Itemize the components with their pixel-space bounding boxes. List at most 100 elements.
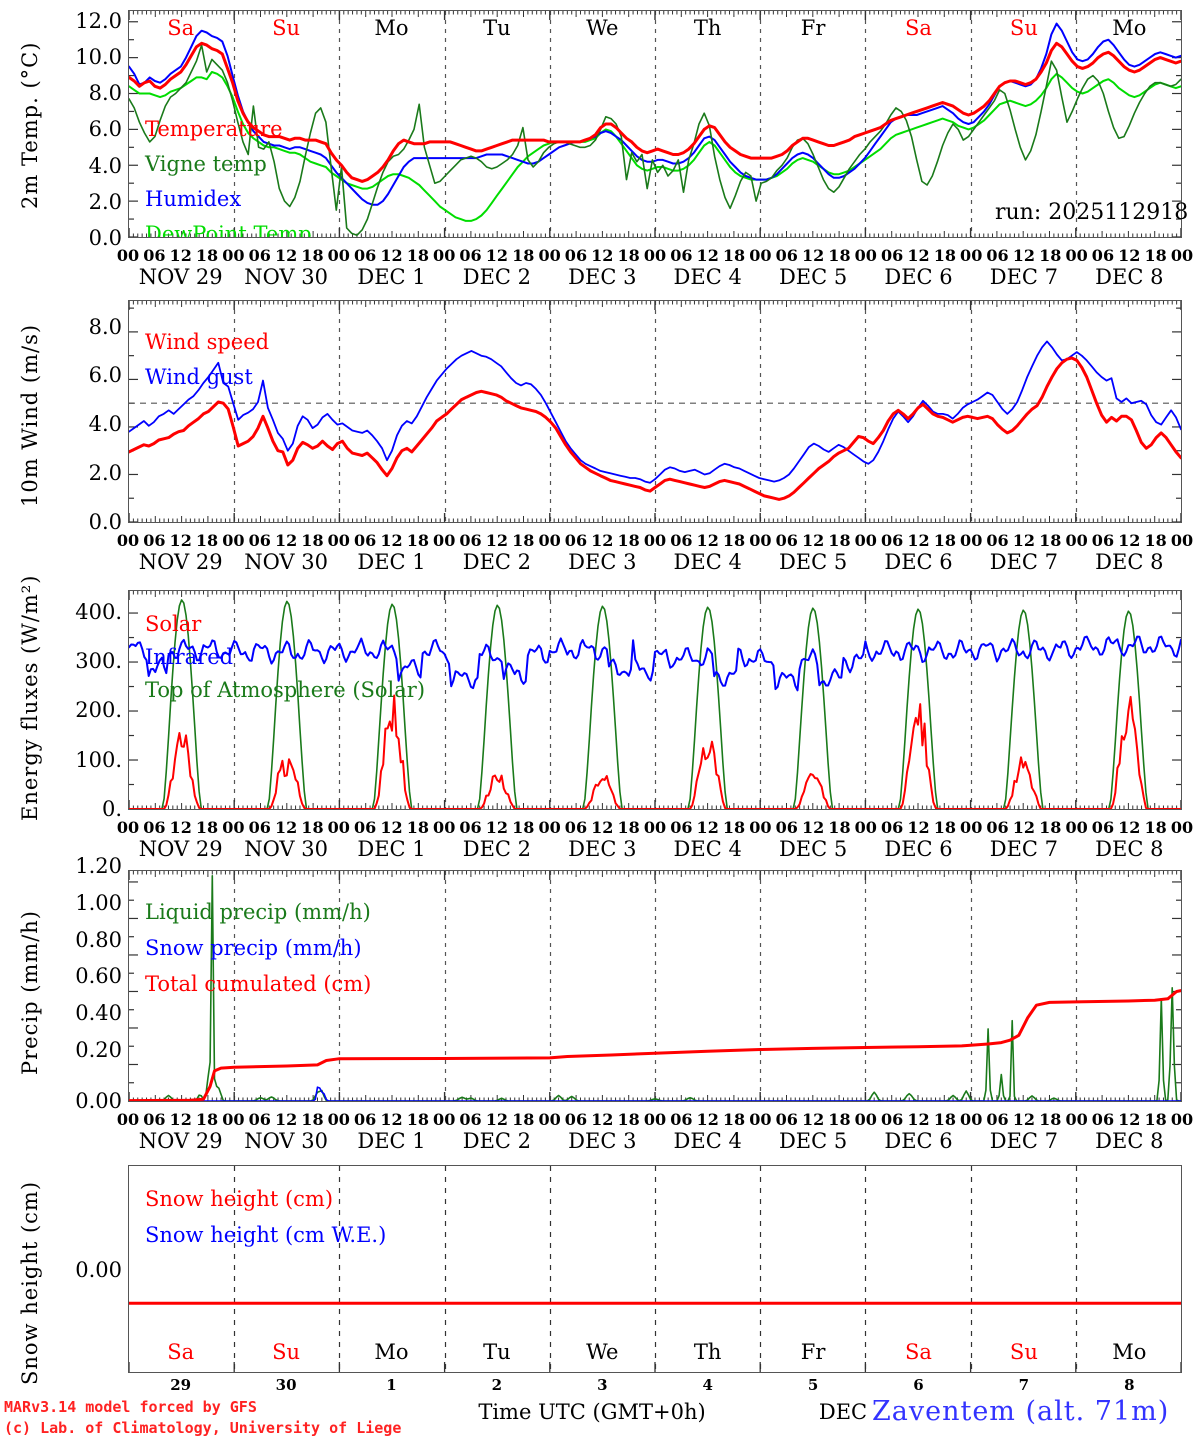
- day-of-week-label: Mo: [374, 1340, 409, 1364]
- wind-ytick: 4.0: [88, 412, 122, 437]
- day-label: DEC 1: [357, 1129, 426, 1153]
- legend-label: Temperature: [145, 117, 283, 141]
- day-label: DEC 4: [673, 1129, 742, 1153]
- hour-tick-label: 06: [248, 818, 271, 837]
- legend-label: Solar: [145, 612, 202, 636]
- hour-tick-label: 12: [801, 246, 825, 265]
- day-label: NOV 29: [138, 265, 223, 289]
- footer-copyright: (c) Lab. of Climatology, University of L…: [4, 1419, 402, 1437]
- hour-tick-label: 18: [828, 531, 851, 550]
- day-of-week-label: Mo: [1112, 16, 1147, 40]
- day-label: NOV 30: [244, 1129, 328, 1153]
- precip-day-row: NOV 29 NOV 30 DEC 1 DEC 2 DEC 3 DEC 4 DEC 5 DEC…: [0, 1129, 1194, 1155]
- hour-tick-label: 06: [775, 1110, 798, 1129]
- snow-ytick: 0.00: [75, 1258, 122, 1282]
- hour-tick-label: 12: [485, 246, 509, 265]
- hour-tick-label: 00: [749, 1110, 772, 1129]
- hour-tick-label: 06: [459, 818, 482, 837]
- precip-hour-row: 00 06 12 18 00 06 12 18 00 06 12 18 00 06 12 18 00 06 12 18…: [0, 1110, 1194, 1132]
- hour-tick-label: 06: [1091, 818, 1115, 837]
- hour-tick-label: 12: [485, 531, 509, 550]
- hour-tick-label: 12: [274, 531, 298, 550]
- hour-tick-label: 18: [301, 246, 324, 265]
- hour-tick-label: 12: [1012, 818, 1036, 837]
- hour-tick-label: 00: [433, 531, 456, 550]
- day-of-week-label: Mo: [1112, 1340, 1147, 1364]
- hour-tick-label: 12: [380, 531, 403, 550]
- day-number-label: 7: [1018, 1376, 1030, 1394]
- day-number-label: 2: [491, 1376, 503, 1394]
- energy-y-axis-label: Energy fluxes (W/m²): [18, 574, 42, 821]
- day-label: DEC 1: [357, 837, 426, 861]
- day-label: NOV 29: [138, 837, 223, 861]
- day-label: NOV 29: [138, 550, 223, 574]
- hour-tick-label: 18: [301, 1110, 324, 1129]
- day-label: NOV 30: [244, 265, 328, 289]
- hour-tick-label: 06: [775, 246, 798, 265]
- footer-model: MARv3.14 model forced by GFS: [4, 1398, 257, 1416]
- hour-tick-label: 18: [617, 531, 640, 550]
- hour-tick-label: 00: [854, 1110, 877, 1129]
- hour-tick-label: 18: [1039, 818, 1062, 837]
- hour-tick-label: 18: [1144, 1110, 1167, 1129]
- day-label: NOV 29: [138, 1129, 223, 1153]
- hour-tick-label: 12: [696, 531, 719, 550]
- temp-hour-row: 00 06 12 18 00 06 12 18 00 06 12 18 00 06 12 18 00 06 12 18…: [0, 246, 1194, 268]
- panel-snow: Snow height (cm) 0.00 Snow height (cm) Sn…: [0, 0, 1194, 1385]
- day-number-label: 6: [913, 1376, 924, 1394]
- day-label: DEC 8: [1095, 550, 1164, 574]
- hour-tick-label: 18: [301, 818, 324, 837]
- precip-ytick: 1.20: [75, 853, 122, 878]
- day-label: DEC 8: [1095, 265, 1164, 289]
- temp-plot-area: Temperature Vigne temp Humidex DewPoint Tem…: [128, 10, 1182, 238]
- hour-tick-label: 00: [643, 531, 667, 550]
- hour-tick-label: 00: [538, 818, 561, 837]
- hour-tick-label: 12: [169, 531, 192, 550]
- legend-label: Liquid precip (mm/h): [145, 900, 371, 924]
- hour-tick-label: 18: [406, 246, 429, 265]
- hour-tick-label: 12: [274, 818, 298, 837]
- hour-tick-label: 12: [696, 1110, 719, 1129]
- hour-tick-label: 00: [1170, 1110, 1194, 1129]
- day-label: DEC 6: [884, 550, 953, 574]
- hour-tick-label: 12: [1012, 246, 1036, 265]
- panel-temperature: 2m Temp. (°C) 12.0 10.0 8.0 6.0 4.0 2.0 …: [0, 0, 1194, 290]
- hour-tick-label: 12: [1012, 531, 1036, 550]
- hour-tick-label: 06: [248, 531, 271, 550]
- day-label: DEC 3: [568, 265, 637, 289]
- hour-tick-label: 00: [538, 1110, 561, 1129]
- hour-tick-label: 18: [406, 1110, 429, 1129]
- temp-chart-svg: Temperature Vigne temp Humidex DewPoint Tem…: [129, 11, 1181, 237]
- day-label: DEC 2: [462, 265, 532, 289]
- hour-tick-label: 00: [1170, 246, 1194, 265]
- wind-ytick: 0.0: [88, 509, 122, 534]
- hour-tick-label: 12: [801, 531, 825, 550]
- day-of-week-label: Su: [1009, 1340, 1038, 1364]
- legend-label: Snow height (cm W.E.): [145, 1223, 386, 1247]
- hour-tick-label: 12: [591, 531, 614, 550]
- precip-chart-svg: Liquid precip (mm/h) Snow precip (mm/h) To…: [129, 871, 1181, 1101]
- hour-tick-label: 12: [274, 1110, 298, 1129]
- hour-tick-label: 00: [116, 246, 140, 265]
- day-label: DEC 5: [778, 265, 848, 289]
- hour-tick-label: 06: [459, 1110, 482, 1129]
- legend-label: Humidex: [145, 187, 241, 211]
- day-of-week-label: We: [586, 1340, 619, 1364]
- day-number-label: 8: [1124, 1376, 1135, 1394]
- day-of-week-label: Sa: [167, 16, 195, 40]
- hour-tick-label: 12: [1012, 1110, 1036, 1129]
- hour-tick-label: 18: [1039, 246, 1062, 265]
- hour-tick-label: 12: [801, 818, 825, 837]
- hour-tick-label: 06: [986, 246, 1009, 265]
- hour-tick-label: 12: [169, 1110, 192, 1129]
- legend-label: Snow precip (mm/h): [145, 936, 362, 960]
- hour-tick-label: 06: [670, 246, 693, 265]
- snow-dow-row: Sa Su Mo Tu We Th Fr Sa Su Mo: [0, 1340, 1194, 1366]
- day-label: DEC 5: [778, 550, 848, 574]
- hour-tick-label: 12: [380, 246, 403, 265]
- precip-ytick: 0.00: [75, 1089, 122, 1113]
- day-number-label: 30: [275, 1376, 297, 1394]
- day-label: DEC 3: [568, 550, 637, 574]
- hour-tick-label: 06: [143, 531, 166, 550]
- precip-plot-area: Liquid precip (mm/h) Snow precip (mm/h) To…: [128, 870, 1182, 1102]
